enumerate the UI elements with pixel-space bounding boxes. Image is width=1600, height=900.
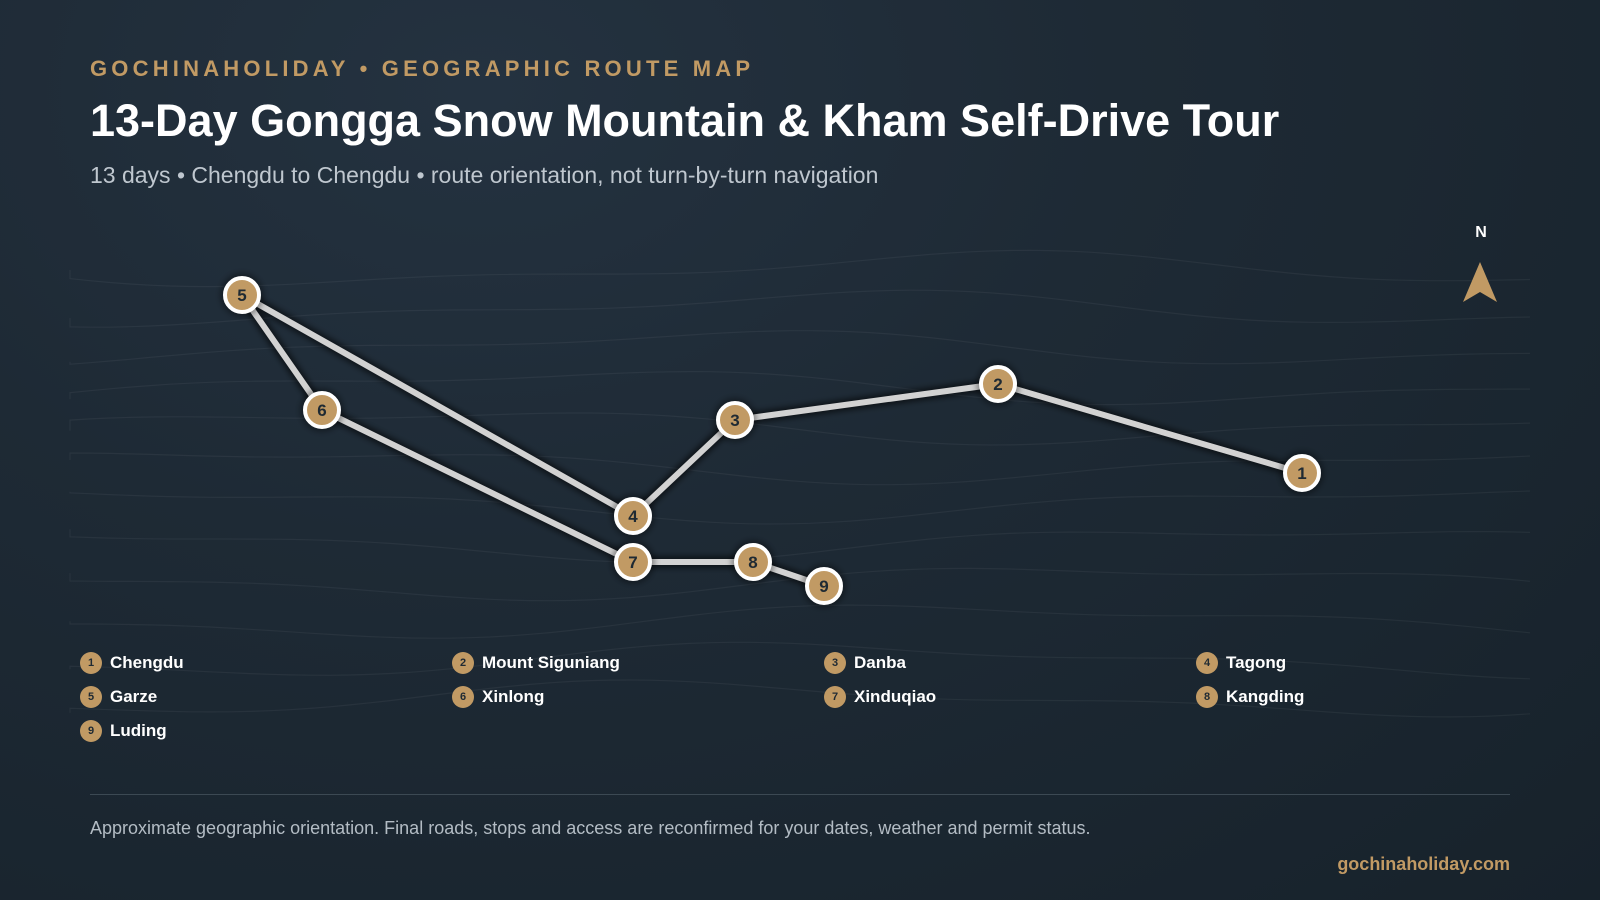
route-line (239, 292, 1305, 589)
contour-line (69, 412, 1531, 446)
legend-label: Kangding (1226, 687, 1305, 706)
marker-number: 6 (317, 401, 326, 420)
marker-circle (1283, 454, 1321, 492)
legend-item-garze: 5 Garze (80, 685, 157, 709)
marker-circle (979, 365, 1017, 403)
contour-line (69, 604, 1531, 639)
route-marker-luding[interactable]: 9 (802, 564, 846, 608)
contour-line (69, 490, 1531, 525)
legend-label: Luding (110, 721, 167, 740)
legend-item-tagong: 4 Tagong (1196, 651, 1286, 675)
brand-kicker: GOCHINAHOLIDAY • GEOGRAPHIC ROUTE MAP (90, 56, 755, 81)
legend-item-kangding: 8 Kangding (1196, 685, 1304, 709)
legend-item-xinlong: 6 Xinlong (452, 685, 544, 709)
north-arrow-icon (1463, 262, 1497, 302)
route-line-shadow (236, 289, 1308, 592)
marker-circle (303, 391, 341, 429)
page-title: 13-Day Gongga Snow Mountain & Kham Self-… (90, 95, 1280, 146)
contour-line (69, 249, 1531, 288)
legend-number-badge: 5 (80, 686, 102, 708)
legend-number-badge: 2 (452, 652, 474, 674)
legend-label: Mount Siguniang (482, 653, 620, 672)
contour-line (69, 641, 1531, 680)
route-marker-xinlong[interactable]: 6 (300, 388, 344, 432)
marker-number: 3 (730, 411, 739, 430)
marker-circle (614, 497, 652, 535)
legend-number-badge: 1 (80, 652, 102, 674)
legend-label: Tagong (1226, 653, 1287, 672)
legend-number-badge: 3 (824, 652, 846, 674)
legend-item-danba: 3 Danba (824, 651, 906, 675)
marker-number: 7 (628, 553, 637, 572)
route-markers: 1 2 3 4 5 6 7 8 9 (220, 273, 1324, 608)
contour-line (69, 289, 1531, 328)
contour-line (69, 679, 1531, 718)
legend-item-mount-siguniang: 2 Mount Siguniang (452, 651, 620, 675)
legend-number-badge: 9 (80, 720, 102, 742)
marker-number: 5 (237, 286, 246, 305)
route-path (239, 292, 1305, 589)
legend-item-luding: 9 Luding (80, 719, 167, 743)
legend-label: Xinlong (482, 687, 545, 706)
legend-number-badge: 6 (452, 686, 474, 708)
contour-line (69, 370, 1530, 406)
legend-number-badge: 8 (1196, 686, 1218, 708)
legend-label: Garze (110, 687, 158, 706)
marker-circle (614, 543, 652, 581)
route-marker-kangding[interactable]: 8 (731, 540, 775, 584)
route-marker-garze[interactable]: 5 (220, 273, 264, 317)
route-marker-xinduqiao[interactable]: 7 (611, 540, 655, 584)
legend-label: Xinduqiao (854, 687, 937, 706)
marker-number: 2 (993, 375, 1002, 394)
compass-north-label: N (1475, 224, 1487, 241)
legend-label: Chengdu (110, 653, 184, 672)
legend-number-badge: 7 (824, 686, 846, 708)
marker-number: 4 (628, 507, 638, 526)
contour-line (69, 529, 1531, 564)
marker-circle (223, 276, 261, 314)
marker-number: 1 (1297, 464, 1306, 483)
page-subtitle: 13 days • Chengdu to Chengdu • route ori… (90, 162, 879, 188)
route-path-shadow (236, 289, 1308, 592)
footer-website-link[interactable]: gochinaholiday.com (1337, 854, 1510, 874)
marker-circle (805, 567, 843, 605)
route-marker-tagong[interactable]: 4 (611, 494, 655, 538)
legend-number-badge: 4 (1196, 652, 1218, 674)
contour-line (69, 452, 1531, 486)
marker-number: 8 (748, 553, 757, 572)
route-marker-mount-siguniang[interactable]: 2 (976, 362, 1020, 406)
legend-label: Danba (854, 653, 906, 672)
footer-disclaimer: Approximate geographic orientation. Fina… (90, 818, 1091, 838)
legend-item-chengdu: 1 Chengdu (80, 651, 184, 675)
contour-line (69, 330, 1531, 365)
marker-circle (716, 401, 754, 439)
marker-circle (734, 543, 772, 581)
legend-item-xinduqiao: 7 Xinduqiao (824, 685, 936, 709)
route-marker-chengdu[interactable]: 1 (1280, 451, 1324, 495)
route-marker-danba[interactable]: 3 (713, 398, 757, 442)
footer-divider (90, 794, 1510, 795)
marker-number: 9 (819, 577, 828, 596)
